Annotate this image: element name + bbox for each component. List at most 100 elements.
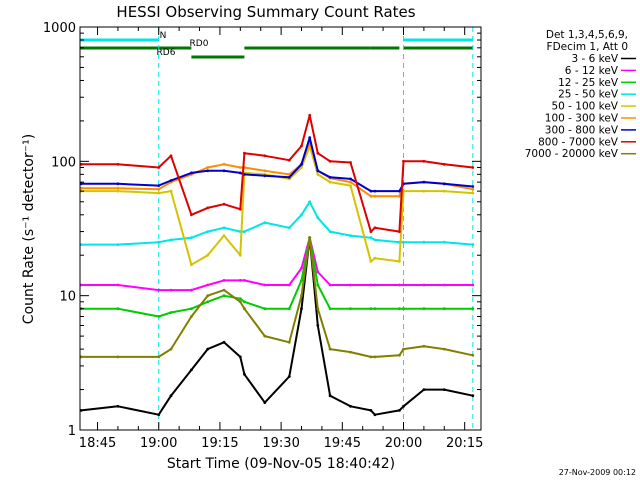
series-layer [79, 113, 475, 417]
legend-label-300-800-kev: 300 - 800 keV [545, 124, 619, 136]
data-point-800-7000-kev-8 [243, 151, 246, 155]
data-point-7000-20000-kev-2 [157, 355, 161, 359]
data-point-800-7000-kev-2 [157, 166, 161, 169]
data-point-7000-20000-kev-7 [238, 300, 242, 304]
data-point-12-25-kev-8 [243, 300, 246, 304]
data-point-3-6-kev-8 [243, 372, 246, 376]
x-tick-layer: 18:45 19:00 19:15 19:30 19:45 20:00 20:15 [79, 27, 483, 451]
data-point-300-800-kev-21 [442, 182, 446, 186]
data-point-300-800-kev-18 [398, 189, 401, 193]
flag-label-n: N [160, 31, 167, 41]
data-point-3-6-kev-22 [471, 394, 475, 398]
data-point-800-7000-kev-7 [238, 207, 242, 211]
data-point-7000-20000-kev-11 [300, 294, 303, 298]
data-point-100-300-kev-1 [116, 186, 120, 190]
data-point-50-100-kev-21 [442, 189, 446, 193]
data-point-3-6-kev-15 [349, 404, 352, 408]
data-point-800-7000-kev-5 [206, 206, 210, 210]
data-point-12-25-kev-2 [157, 315, 161, 318]
data-point-800-7000-kev-14 [328, 159, 332, 163]
data-point-3-6-kev-1 [116, 404, 120, 408]
legend-label-25-50-kev: 25 - 50 keV [558, 89, 619, 101]
data-point-6-12-kev-14 [328, 283, 332, 287]
data-point-12-25-kev-21 [442, 307, 446, 311]
data-point-50-100-kev-14 [328, 180, 332, 184]
data-point-300-800-kev-4 [190, 171, 193, 175]
data-point-100-300-kev-18 [398, 194, 401, 198]
data-point-7000-20000-kev-16 [369, 355, 373, 359]
data-point-800-7000-kev-15 [349, 161, 352, 164]
data-point-300-800-kev-10 [287, 175, 291, 179]
data-point-3-6-kev-7 [238, 355, 242, 359]
data-point-25-50-kev-11 [300, 213, 303, 217]
data-point-7000-20000-kev-6 [222, 288, 226, 292]
data-point-6-12-kev-6 [222, 279, 226, 282]
data-point-6-12-kev-2 [157, 288, 161, 292]
data-point-100-300-kev-5 [206, 166, 210, 169]
legend-header-line-1: FDecim 1, Att 0 [547, 41, 628, 53]
data-point-300-800-kev-7 [238, 171, 242, 175]
y-tick-label-2: 100 [51, 155, 76, 170]
data-point-6-12-kev-16 [369, 283, 373, 287]
data-point-100-300-kev-7 [238, 166, 242, 169]
data-point-300-800-kev-22 [471, 185, 475, 188]
data-point-12-25-kev-19 [402, 307, 405, 311]
data-point-800-7000-kev-6 [222, 202, 226, 206]
data-point-50-100-kev-13 [316, 173, 320, 176]
data-point-800-7000-kev-12 [308, 113, 312, 117]
data-point-25-50-kev-3 [169, 238, 173, 242]
y-tick-layer: 1 10 100 1000 [43, 21, 481, 439]
data-point-300-800-kev-9 [263, 174, 267, 178]
series-line-50-100-kev [81, 145, 473, 266]
data-point-6-12-kev-19 [402, 283, 405, 287]
x-tick-label-2: 19:15 [201, 436, 238, 451]
data-point-25-50-kev-15 [349, 234, 352, 238]
data-point-800-7000-kev-13 [316, 151, 320, 155]
x-tick-label-6: 20:15 [446, 436, 483, 451]
data-point-7000-20000-kev-9 [263, 334, 267, 338]
data-point-800-7000-kev-19 [402, 159, 405, 163]
data-point-6-12-kev-3 [169, 288, 173, 292]
y-tick-label-1: 10 [59, 290, 76, 305]
data-point-12-25-kev-9 [263, 307, 267, 311]
data-point-300-800-kev-5 [206, 169, 210, 173]
data-point-7000-20000-kev-20 [422, 344, 426, 348]
data-point-6-12-kev-1 [116, 283, 120, 287]
data-point-7000-20000-kev-18 [398, 353, 401, 357]
data-point-6-12-kev-17 [373, 283, 377, 287]
data-point-25-50-kev-10 [287, 226, 291, 230]
flag-layer: N RD0 RD6 [80, 31, 473, 59]
data-point-6-12-kev-5 [206, 283, 210, 287]
data-point-12-25-kev-13 [316, 283, 320, 287]
data-point-3-6-kev-6 [222, 340, 226, 344]
data-point-12-25-kev-6 [222, 294, 226, 298]
data-point-100-300-kev-9 [263, 169, 267, 173]
data-point-3-6-kev-14 [328, 394, 332, 398]
data-point-25-50-kev-16 [369, 236, 373, 240]
data-point-300-800-kev-2 [157, 184, 161, 188]
data-point-300-800-kev-16 [369, 189, 373, 193]
data-point-300-800-kev-14 [328, 175, 332, 179]
data-point-3-6-kev-5 [206, 347, 210, 351]
data-point-3-6-kev-11 [300, 307, 303, 311]
data-point-7000-20000-kev-5 [206, 294, 210, 298]
data-point-7000-20000-kev-17 [373, 355, 377, 359]
legend-label-800-7000-kev: 800 - 7000 keV [538, 136, 619, 148]
data-point-7000-20000-kev-1 [116, 355, 120, 359]
data-point-7000-20000-kev-15 [349, 350, 352, 354]
data-point-12-25-kev-14 [328, 307, 332, 311]
x-tick-label-3: 19:30 [262, 436, 299, 451]
data-point-800-7000-kev-21 [442, 162, 446, 166]
data-point-100-300-kev-6 [222, 162, 226, 166]
data-point-12-25-kev-3 [169, 311, 173, 314]
data-point-3-6-kev-3 [169, 394, 173, 398]
data-point-800-7000-kev-10 [287, 158, 291, 162]
data-point-25-50-kev-2 [157, 240, 161, 244]
data-point-6-12-kev-8 [243, 279, 246, 282]
data-point-7000-20000-kev-21 [442, 347, 446, 351]
data-point-800-7000-kev-9 [263, 154, 267, 158]
data-point-25-50-kev-13 [316, 216, 320, 220]
x-tick-label-5: 20:00 [385, 436, 422, 451]
y-axis-label: Count Rate (s⁻¹ detector⁻¹) [21, 134, 37, 324]
